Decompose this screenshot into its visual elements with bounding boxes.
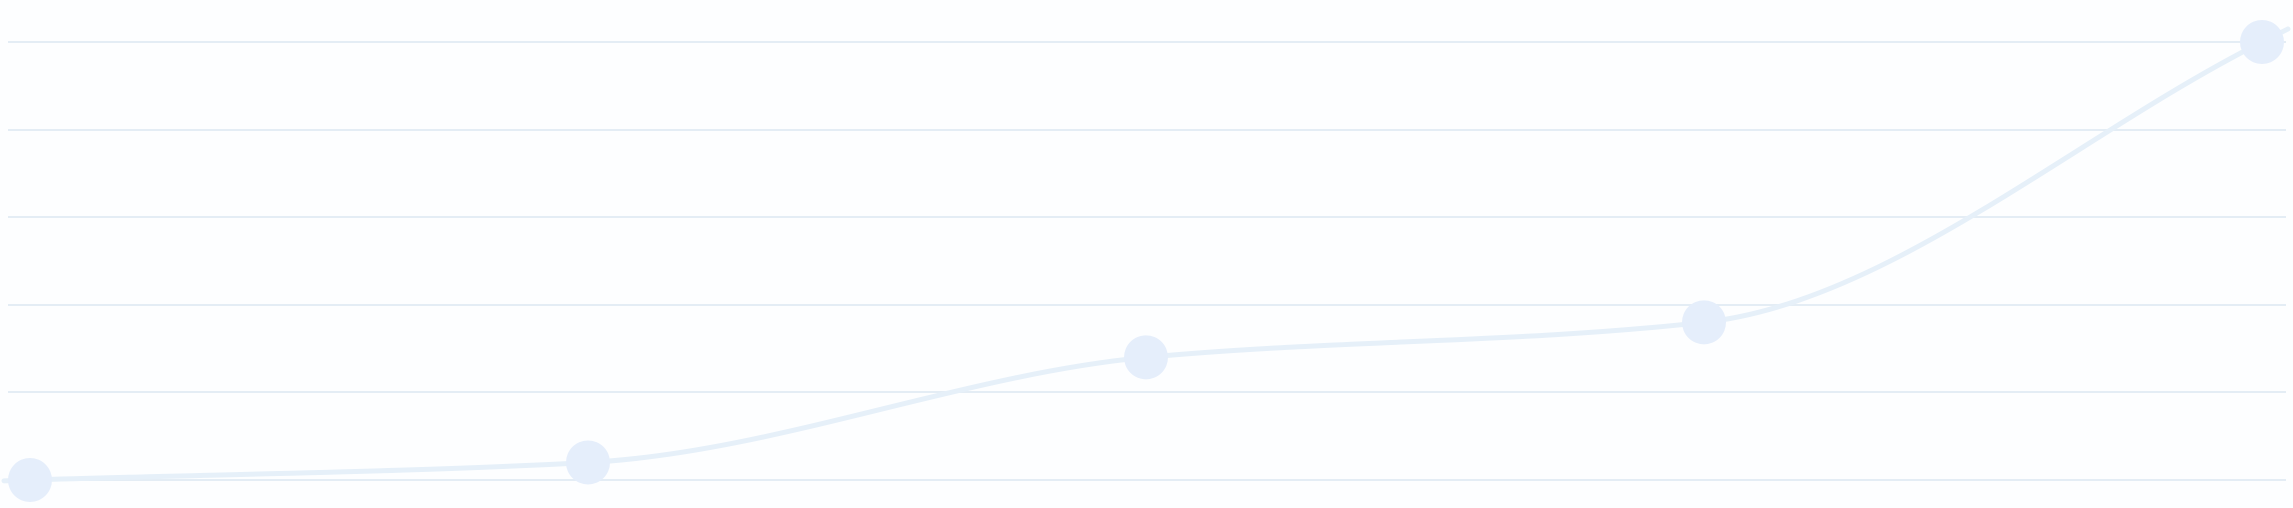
series-layer: [1, 26, 2291, 484]
gridlines: [8, 41, 2286, 481]
points-layer: [8, 20, 2284, 502]
data-point[interactable]: [1682, 300, 1726, 345]
data-point[interactable]: [2240, 20, 2284, 64]
data-point[interactable]: [566, 440, 610, 485]
series-line: [1, 26, 2291, 484]
data-point[interactable]: [1124, 335, 1168, 380]
data-point[interactable]: [8, 458, 52, 502]
